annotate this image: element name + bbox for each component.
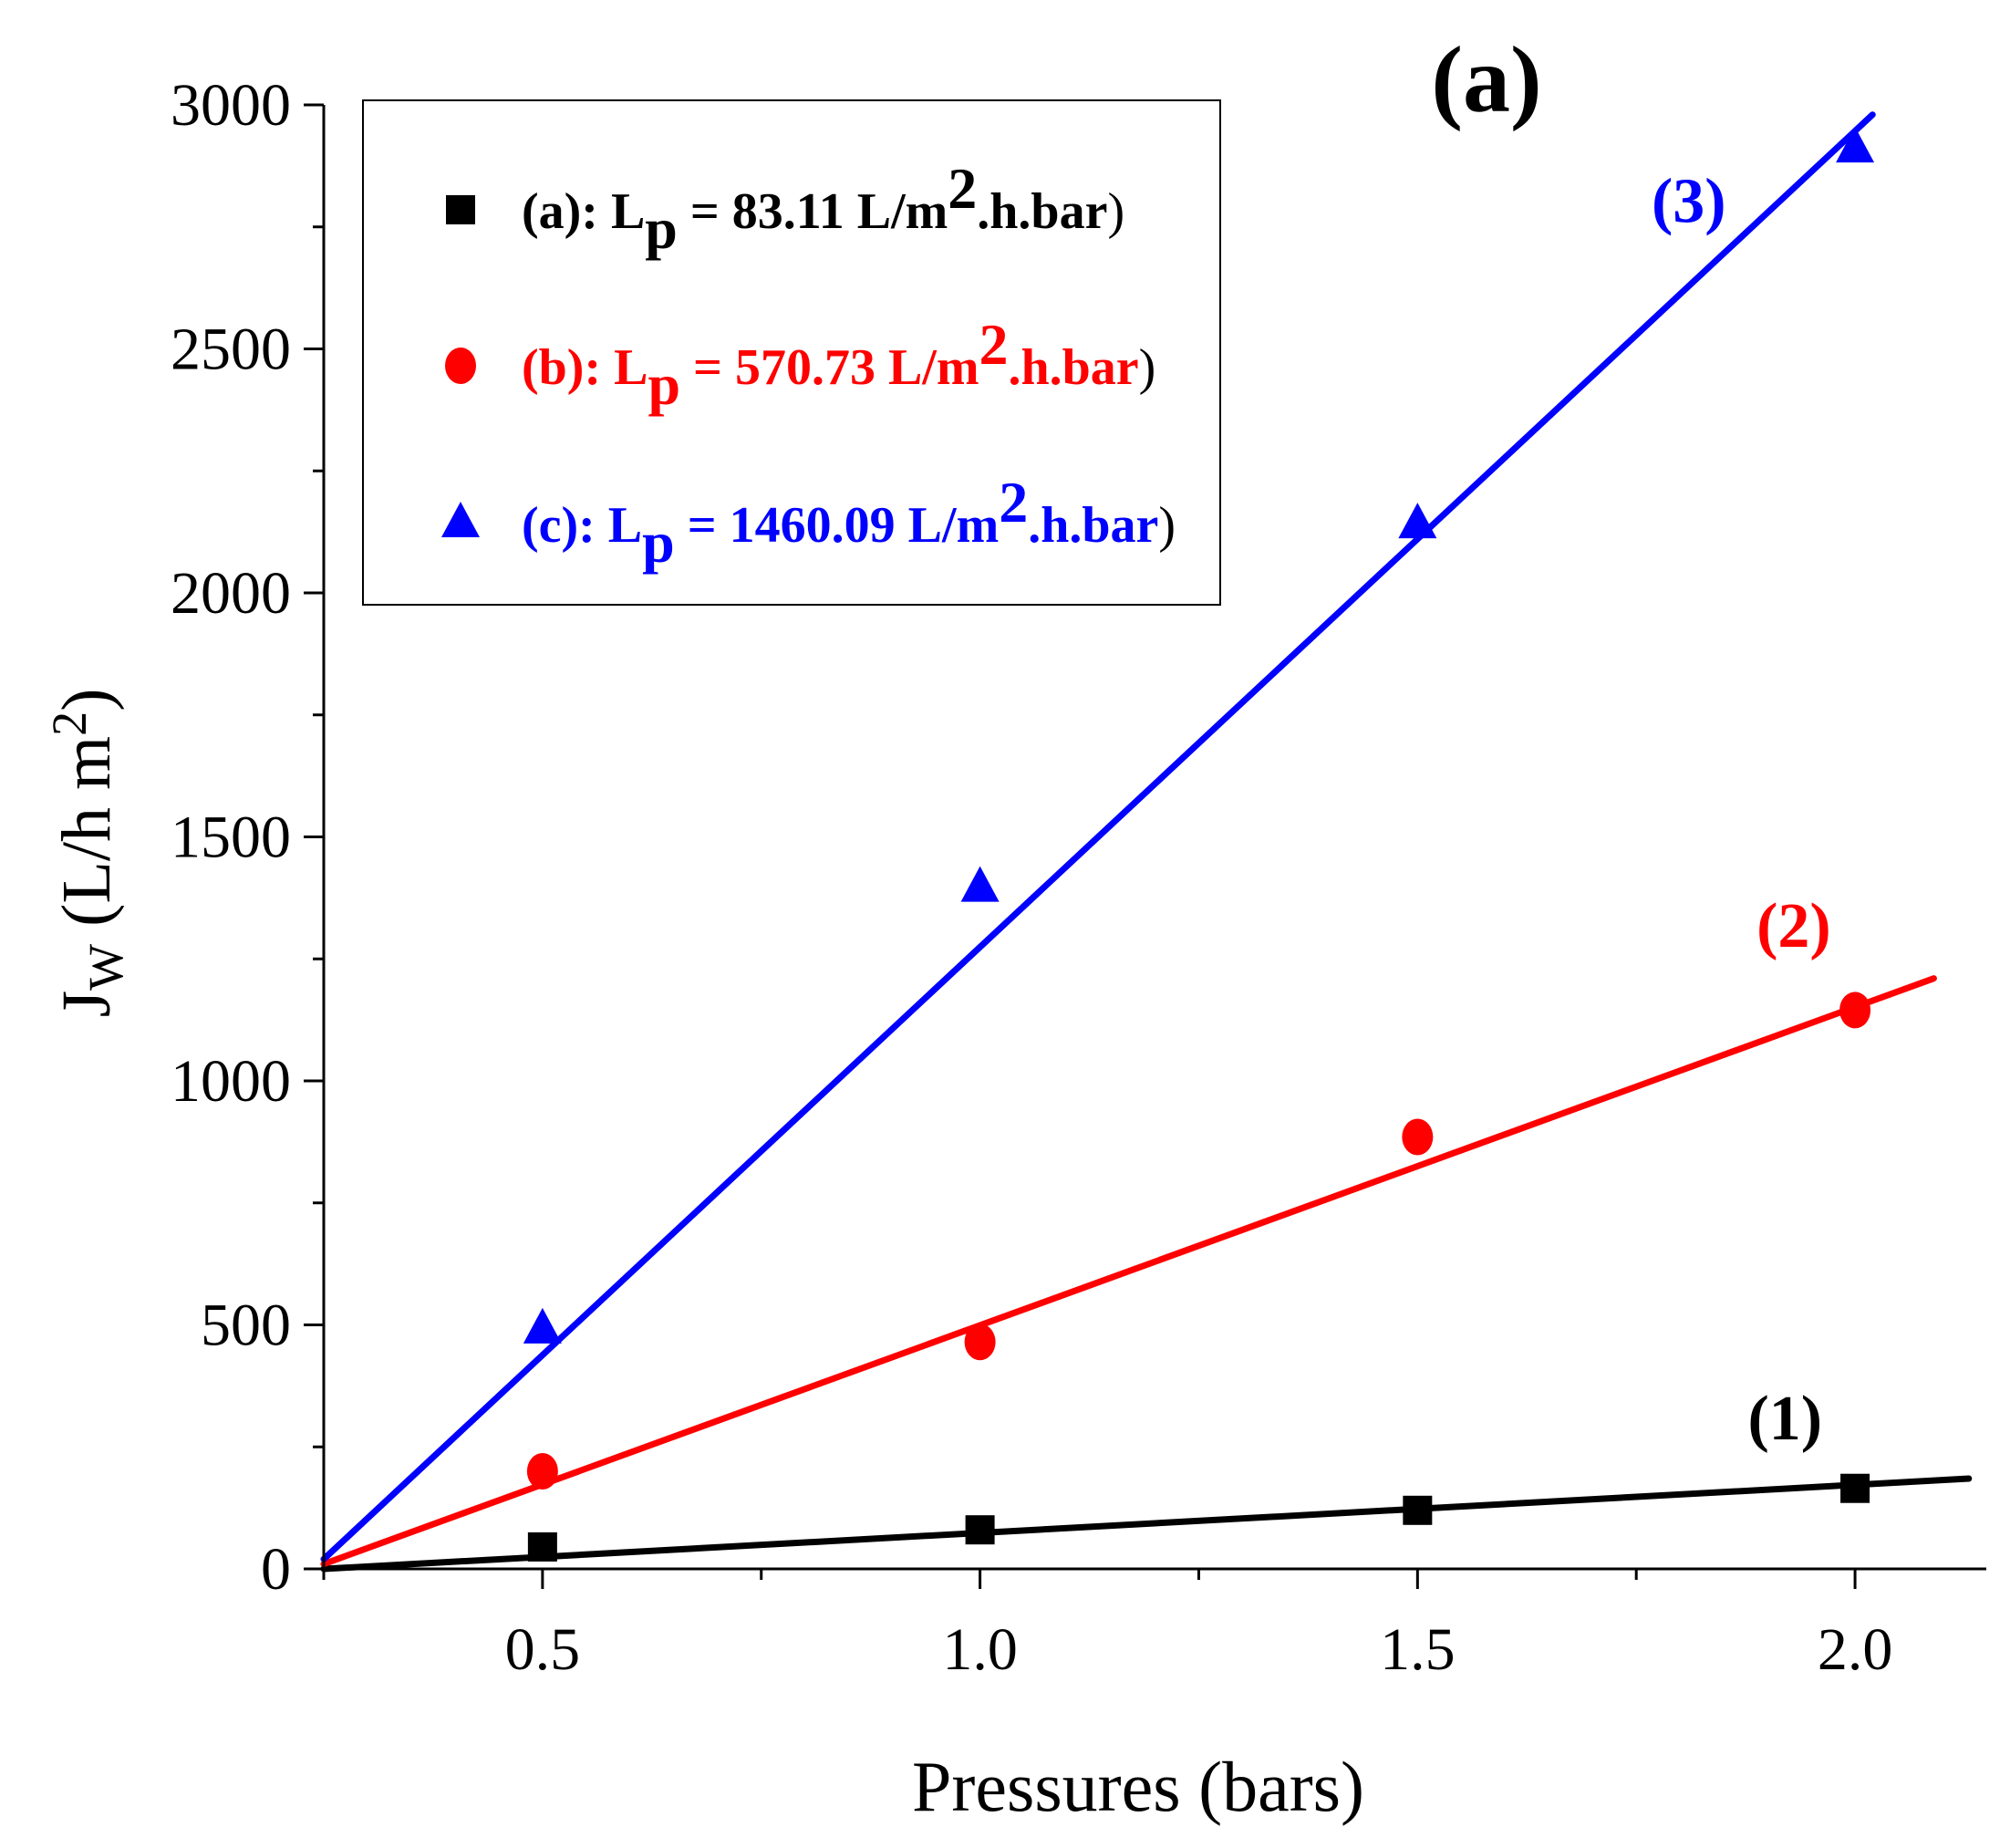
y-title-sub: W bbox=[78, 944, 133, 991]
data-point-b bbox=[1839, 991, 1871, 1029]
legend-marker-a bbox=[446, 195, 475, 224]
y-tick-label: 2500 bbox=[171, 317, 291, 383]
axis-minor-ticks bbox=[313, 225, 1638, 1580]
legend-sub: p bbox=[648, 352, 680, 417]
y-title-unit-sup: 2 bbox=[42, 711, 97, 736]
curve-labels: (1) (2) (3) bbox=[1652, 166, 1831, 1454]
legend-prefix: (b): L bbox=[522, 339, 648, 396]
x-tick-label: 0.5 bbox=[505, 1616, 581, 1683]
legend-suffix: .h.bar bbox=[977, 183, 1107, 240]
y-tick-label: 1000 bbox=[171, 1048, 291, 1115]
legend-close: ) bbox=[1158, 497, 1176, 554]
x-tick-label: 1.5 bbox=[1380, 1616, 1456, 1683]
y-title-unit: (L/h m bbox=[48, 736, 125, 944]
curve-label-a: (1) bbox=[1748, 1384, 1823, 1454]
legend-sub: p bbox=[645, 196, 678, 261]
fit-line-b bbox=[320, 975, 1937, 1568]
legend-label-b: (b): Lp = 570.73 L/m2.h.bar) bbox=[522, 312, 1155, 417]
legend-mid: = 1460.09 L/m bbox=[675, 497, 999, 554]
data-point-a bbox=[527, 1531, 557, 1562]
data-point-c bbox=[960, 866, 1000, 902]
legend-label-c: (c): Lp = 1460.09 L/m2.h.bar) bbox=[522, 470, 1176, 575]
y-title-unit-close: ) bbox=[48, 689, 125, 711]
legend-close: ) bbox=[1139, 339, 1156, 396]
y-tick-label: 3000 bbox=[171, 72, 291, 139]
fit-lines bbox=[320, 111, 1973, 1573]
panel-label: (a) bbox=[1431, 27, 1541, 132]
fit-line-a bbox=[320, 1475, 1973, 1573]
axes bbox=[304, 103, 1986, 1589]
tick-labels: 0.5 1.0 1.5 2.0 0 500 1000 1500 2000 2500 3000 bbox=[171, 72, 1892, 1683]
y-tick-label: 500 bbox=[201, 1293, 291, 1359]
y-tick-label: 1500 bbox=[171, 805, 291, 871]
legend-prefix: (a): L bbox=[522, 183, 645, 240]
y-tick-label: 2000 bbox=[171, 560, 291, 627]
x-axis-title: Pressures (bars) bbox=[912, 1747, 1364, 1826]
legend-prefix: (c): L bbox=[522, 497, 642, 554]
data-point-a bbox=[965, 1515, 995, 1545]
legend-label-a: (a): Lp = 83.11 L/m2.h.bar) bbox=[522, 156, 1124, 261]
x-tick-label: 1.0 bbox=[942, 1616, 1018, 1683]
legend-sup: 2 bbox=[979, 312, 1009, 377]
legend-suffix: .h.bar bbox=[1028, 497, 1158, 554]
data-point-b bbox=[1402, 1118, 1434, 1156]
data-point-b bbox=[964, 1324, 996, 1361]
data-point-c bbox=[1836, 127, 1875, 163]
y-title-main: J bbox=[48, 991, 125, 1018]
legend-marker-c bbox=[441, 502, 480, 537]
data-point-a bbox=[1840, 1473, 1870, 1503]
data-point-c bbox=[1398, 503, 1437, 539]
legend-sup: 2 bbox=[948, 156, 977, 221]
curve-label-c: (3) bbox=[1652, 166, 1726, 236]
x-tick-label: 2.0 bbox=[1818, 1616, 1893, 1683]
fit-line-c bbox=[320, 111, 1876, 1562]
data-markers bbox=[523, 127, 1875, 1562]
legend-suffix: .h.bar bbox=[1009, 339, 1139, 396]
data-point-c bbox=[523, 1307, 562, 1344]
y-tick-label: 0 bbox=[261, 1536, 291, 1603]
data-point-a bbox=[1403, 1495, 1433, 1525]
legend-close: ) bbox=[1107, 183, 1124, 240]
legend: (a): Lp = 83.11 L/m2.h.bar)(b): Lp = 570… bbox=[362, 99, 1221, 606]
curve-label-b: (2) bbox=[1756, 891, 1831, 961]
legend-marker-b bbox=[445, 348, 476, 384]
legend-mid: = 83.11 L/m bbox=[678, 183, 948, 240]
legend-mid: = 570.73 L/m bbox=[680, 339, 979, 396]
legend-box bbox=[362, 99, 1221, 606]
legend-sub: p bbox=[642, 510, 675, 575]
y-axis-title: JW (L/h m2) bbox=[42, 689, 133, 1018]
data-point-b bbox=[526, 1453, 558, 1490]
legend-sup: 2 bbox=[999, 470, 1028, 535]
